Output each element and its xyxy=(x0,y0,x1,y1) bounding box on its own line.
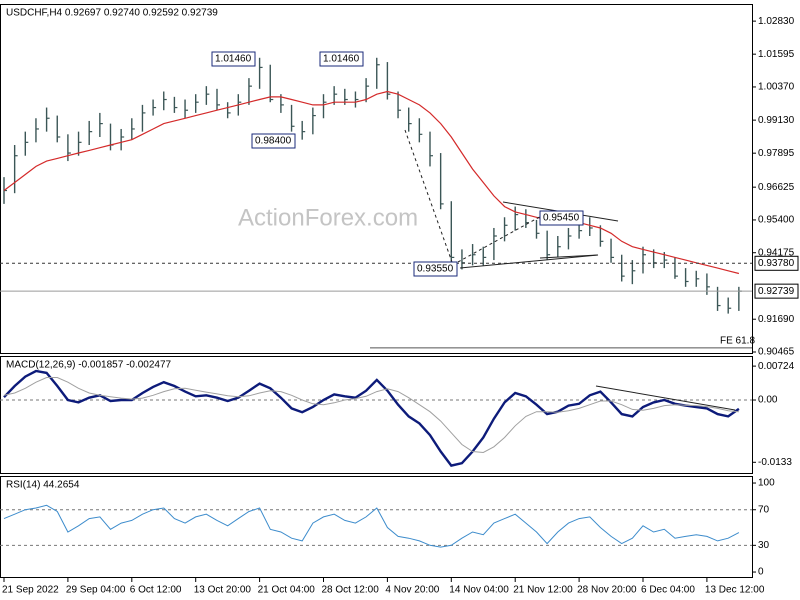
y-tick-label: -0.0133 xyxy=(758,457,792,468)
trend-line xyxy=(457,213,546,263)
annotation-box xyxy=(539,210,584,226)
support-label-box xyxy=(754,255,799,271)
last-price-label-box xyxy=(754,283,799,299)
y-tick-label: 0.99130 xyxy=(758,115,795,126)
panel-title: RSI(14) 44.2654 xyxy=(6,480,80,491)
annotation: 0.93550 xyxy=(417,264,454,275)
support-label: 0.93780 xyxy=(758,258,795,269)
annotation-box xyxy=(319,51,364,67)
last-price-label: 0.92739 xyxy=(758,286,795,297)
annotation: 0.95450 xyxy=(543,213,580,224)
x-tick-label: 13 Dec 12:00 xyxy=(705,585,765,596)
trend-line xyxy=(404,129,453,263)
x-tick-label: 21 Nov 12:00 xyxy=(513,585,573,596)
panel-frame xyxy=(0,476,753,578)
y-tick-label: 0.95400 xyxy=(758,215,795,226)
x-tick-label: 28 Nov 20:00 xyxy=(577,585,637,596)
x-tick-label: 14 Nov 04:00 xyxy=(449,585,509,596)
annotation-box xyxy=(211,51,256,67)
trend-line xyxy=(595,385,736,411)
x-tick-label: 4 Nov 20:00 xyxy=(385,585,439,596)
indicator-line xyxy=(3,377,739,454)
panel-frame xyxy=(0,4,753,354)
trend-line xyxy=(539,254,599,259)
fe-label: FE 61.8 xyxy=(720,335,755,346)
y-tick-label: 100 xyxy=(758,478,775,489)
y-tick-label: 0.96625 xyxy=(758,182,795,193)
y-tick-label: 0.91690 xyxy=(758,314,795,325)
x-tick-label: 6 Oct 12:00 xyxy=(130,585,182,596)
y-tick-label: 0 xyxy=(758,567,764,578)
panel-title: USDCHF,H4 0.92697 0.92740 0.92592 0.9273… xyxy=(6,8,218,19)
y-tick-label: 1.01595 xyxy=(758,49,795,60)
panel-frame xyxy=(0,356,753,474)
moving-average xyxy=(3,90,740,275)
panel-title: MACD(12,26,9) -0.001857 -0.002477 xyxy=(6,360,172,371)
annotation: 1.01460 xyxy=(215,54,252,65)
trend-line xyxy=(459,254,599,269)
y-tick-label: 0.90465 xyxy=(758,347,795,358)
annotation-box xyxy=(413,261,458,277)
annotation: 1.01460 xyxy=(323,54,360,65)
x-tick-label: 21 Oct 04:00 xyxy=(258,585,316,596)
y-tick-label: 0.00 xyxy=(758,395,778,406)
x-tick-label: 6 Dec 04:00 xyxy=(641,585,695,596)
x-tick-label: 28 Oct 12:00 xyxy=(322,585,380,596)
x-tick-label: 13 Oct 20:00 xyxy=(194,585,252,596)
indicator-line xyxy=(3,504,740,548)
y-tick-label: 1.00370 xyxy=(758,82,795,93)
y-tick-label: 0.94175 xyxy=(758,247,795,258)
x-tick-label: 29 Sep 04:00 xyxy=(66,585,126,596)
x-tick-label: 21 Sep 2022 xyxy=(2,585,59,596)
indicator-line xyxy=(3,369,740,467)
y-tick-label: 0.00724 xyxy=(758,361,795,372)
y-tick-label: 70 xyxy=(758,504,770,515)
y-tick-label: 30 xyxy=(758,540,770,551)
watermark: ActionForex.com xyxy=(238,204,418,231)
y-tick-label: 1.02830 xyxy=(758,16,795,27)
annotation-box xyxy=(251,133,296,149)
y-tick-label: 0.97895 xyxy=(758,148,795,159)
annotation: 0.98400 xyxy=(255,136,292,147)
